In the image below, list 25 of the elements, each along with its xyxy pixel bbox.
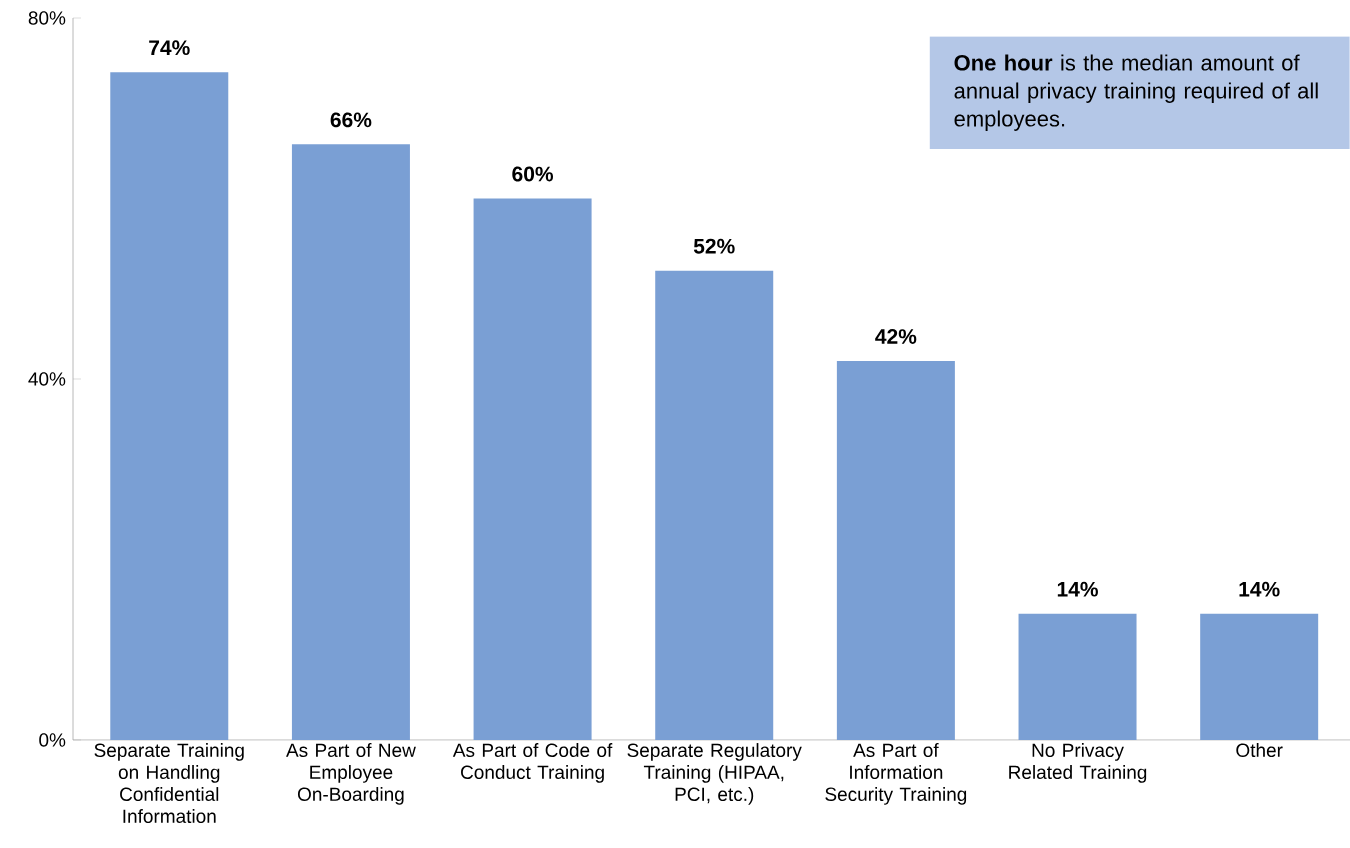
x-tick-label: Separate Training on Handling Confidential Information <box>94 743 244 824</box>
y-tick-label: 80% <box>28 11 66 25</box>
data-label: 66% <box>330 112 372 128</box>
data-label: 52% <box>693 238 735 254</box>
bar <box>473 198 592 740</box>
data-label: 60% <box>512 166 554 182</box>
bar <box>655 270 774 740</box>
x-tick-label: Other <box>1236 743 1283 758</box>
bar <box>110 72 229 740</box>
data-label: 14% <box>1239 581 1280 597</box>
x-tick-label: No Privacy Related Training <box>1009 743 1147 783</box>
x-tick-label: Separate Regulatory Training (HIPAA, PCI, etc.) <box>627 743 802 805</box>
data-label: 74% <box>149 40 190 56</box>
bar <box>836 360 955 740</box>
x-tick-label: As Part of Information Security Training <box>825 743 967 805</box>
x-tick-label: As Part of Code of Conduct Training <box>452 743 613 783</box>
bar <box>1200 613 1319 740</box>
bar <box>291 144 410 740</box>
data-label: 14% <box>1057 581 1098 597</box>
annotation: One hour is the median amount of annual privacy training required of all employees. <box>954 54 1318 131</box>
data-label: 42% <box>875 329 917 344</box>
x-tick-label: As Part of New Employee On-Boarding <box>286 743 416 805</box>
bar <box>1018 613 1137 740</box>
y-tick-label: 40% <box>28 372 66 386</box>
y-tick-label: 0% <box>39 733 66 747</box>
